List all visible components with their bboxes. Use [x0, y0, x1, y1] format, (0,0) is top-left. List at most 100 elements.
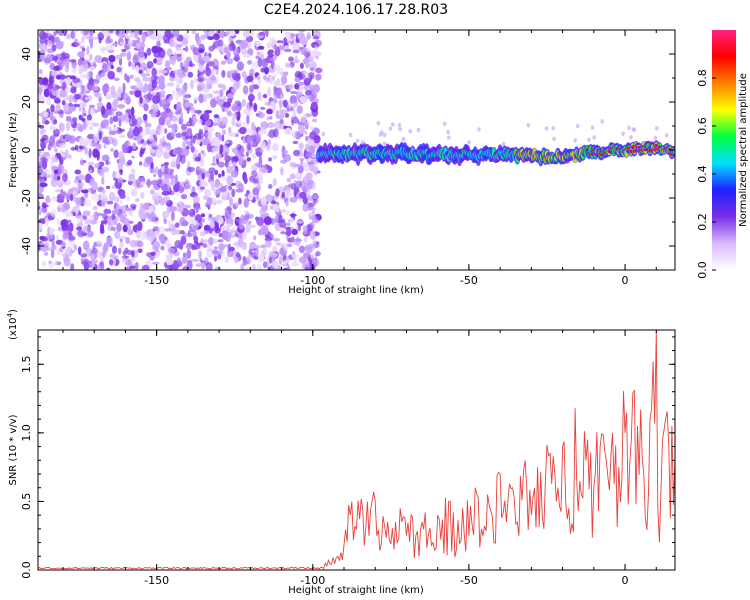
noise-speckle [311, 218, 320, 224]
noise-speckle [253, 104, 258, 111]
noise-speckle [164, 30, 172, 39]
noise-speckle [226, 59, 234, 64]
noise-speckle [290, 90, 298, 95]
noise-speckle [314, 39, 322, 47]
noise-speckle [284, 45, 289, 49]
noise-speckle [200, 34, 207, 40]
noise-speckle [246, 157, 251, 162]
x-tick-label: 0 [622, 574, 629, 587]
noise-speckle [144, 82, 148, 91]
noise-speckle [205, 119, 212, 127]
noise-speckle [219, 186, 227, 193]
noise-speckle [309, 230, 316, 240]
noise-speckle [184, 65, 189, 74]
noise-speckle [45, 96, 51, 105]
noise-speckle [135, 198, 140, 202]
noise-speckle [119, 114, 127, 121]
noise-speckle [59, 247, 63, 253]
noise-speckle [199, 231, 206, 237]
noise-speckle [140, 191, 145, 199]
noise-speckle [52, 142, 57, 149]
noise-speckle [232, 44, 236, 51]
noise-speckle [207, 36, 214, 40]
noise-speckle [274, 216, 279, 223]
noise-speckle [306, 31, 312, 41]
noise-speckle [300, 73, 306, 80]
noise-speckle [278, 108, 284, 119]
noise-speckle [297, 225, 301, 232]
noise-speckle [161, 190, 170, 196]
noise-speckle [157, 168, 163, 178]
noise-speckle [174, 191, 182, 196]
noise-speckle [145, 127, 151, 136]
noise-speckle [290, 32, 294, 40]
noise-speckle [135, 178, 141, 188]
noise-speckle [54, 55, 58, 63]
noise-speckle [72, 128, 76, 132]
noise-speckle [276, 40, 284, 44]
noise-speckle [265, 239, 272, 248]
noise-speckle [117, 177, 123, 183]
noise-speckle [200, 213, 206, 218]
noise-speckle [255, 216, 259, 221]
noise-speckle [294, 70, 302, 79]
noise-speckle [268, 251, 273, 258]
noise-speckle [201, 262, 206, 270]
signal-blip [348, 132, 353, 138]
noise-speckle [213, 114, 219, 119]
noise-speckle [180, 201, 184, 211]
colorbar-ticks: 0.0 0.2 0.4 0.6 0.8 [696, 69, 716, 279]
noise-speckle [196, 167, 202, 171]
noise-speckle [113, 77, 120, 82]
noise-speckle [213, 118, 219, 123]
noise-speckle [157, 226, 165, 235]
noise-speckle [134, 77, 141, 83]
noise-speckle [180, 235, 187, 245]
noise-speckle [292, 59, 300, 64]
noise-speckle [165, 108, 171, 113]
noise-speckle [212, 40, 219, 48]
noise-speckle [70, 263, 75, 270]
noise-speckle [125, 35, 132, 39]
noise-speckle [65, 59, 70, 69]
noise-speckle [149, 189, 155, 195]
noise-speckle [122, 224, 128, 233]
noise-speckle [201, 66, 206, 70]
noise-speckle [140, 181, 146, 186]
noise-speckle [165, 239, 171, 248]
noise-speckle [84, 218, 91, 225]
noise-speckle [50, 248, 55, 259]
noise-speckle [40, 236, 48, 242]
noise-speckle [141, 73, 147, 78]
noise-speckle [74, 42, 81, 47]
noise-speckle [97, 262, 105, 270]
noise-speckle [128, 61, 132, 67]
noise-speckle [151, 67, 157, 78]
noise-speckle [293, 255, 297, 265]
noise-speckle [247, 60, 253, 65]
noise-speckle [235, 188, 244, 193]
noise-speckle [68, 94, 74, 103]
noise-speckle [243, 176, 248, 185]
noise-speckle [242, 30, 251, 38]
noise-speckle [289, 213, 297, 217]
noise-speckle [62, 255, 69, 262]
noise-speckle [228, 126, 232, 134]
noise-speckle [38, 167, 44, 175]
noise-speckle [96, 102, 104, 108]
noise-speckle [91, 86, 98, 90]
noise-speckle [92, 205, 98, 211]
noise-speckle [112, 55, 115, 62]
noise-speckle [291, 262, 300, 267]
noise-speckle [216, 95, 220, 106]
signal-blip [391, 122, 395, 127]
noise-speckle [280, 231, 286, 235]
noise-speckle [160, 126, 165, 135]
noise-speckle [53, 119, 58, 125]
noise-speckle [199, 179, 206, 188]
noise-speckle [54, 147, 58, 153]
noise-speckle [202, 83, 210, 93]
noise-speckle [208, 167, 216, 174]
noise-speckle [286, 265, 291, 270]
noise-speckle [130, 203, 137, 209]
